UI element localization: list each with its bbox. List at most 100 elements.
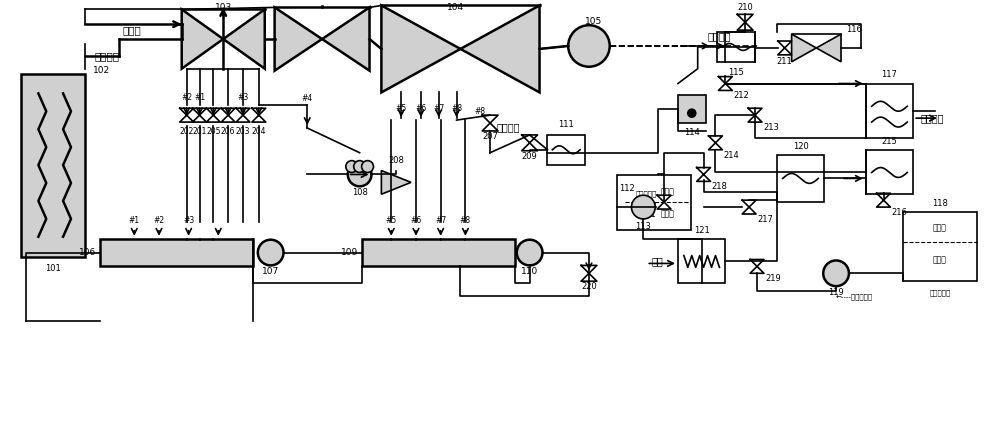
Text: #7: #7 [433,104,444,113]
Bar [678,96,706,123]
Text: 106: 106 [79,248,97,257]
Text: #8: #8 [451,104,462,113]
Text: 高温区: 高温区 [661,188,675,197]
Text: #6: #6 [415,104,427,113]
Text: 202: 202 [179,127,194,136]
Polygon shape [381,5,460,93]
Text: #8: #8 [475,107,486,116]
Text: 101: 101 [45,264,61,273]
Text: 低温区: 低温区 [933,255,947,264]
Bar [362,239,515,266]
Text: 110: 110 [521,267,538,276]
Text: 121: 121 [694,226,710,235]
Text: 114: 114 [684,128,700,137]
Polygon shape [460,5,540,93]
Bar [777,155,824,202]
Text: 118: 118 [932,199,948,208]
Text: 209: 209 [522,152,538,161]
Text: 216: 216 [891,208,907,217]
Text: #2: #2 [181,93,192,102]
Text: 213: 213 [763,123,779,132]
Bar [717,32,755,62]
Circle shape [631,195,655,219]
Text: 206: 206 [221,127,235,136]
Text: #1: #1 [129,216,140,225]
Text: 低谷期流向: 低谷期流向 [636,203,657,209]
Text: 220: 220 [581,282,597,291]
Text: 215: 215 [882,137,897,146]
Text: 111: 111 [558,120,574,129]
Circle shape [823,261,849,286]
Polygon shape [275,8,322,71]
Text: 107: 107 [262,267,279,276]
Polygon shape [381,171,411,194]
Text: 207: 207 [482,132,498,141]
Bar [547,135,585,165]
Text: 105: 105 [585,17,603,26]
Polygon shape [792,34,816,62]
Text: #2: #2 [153,216,165,225]
Text: 221: 221 [640,210,656,219]
Circle shape [568,25,610,67]
Text: 218: 218 [712,182,727,192]
Circle shape [346,161,358,173]
Bar [100,239,253,266]
Text: #6: #6 [410,216,422,225]
Circle shape [354,161,366,173]
Bar [21,74,85,256]
Text: 211: 211 [777,57,793,66]
Text: 102: 102 [93,66,110,75]
Bar [678,239,725,283]
Text: #4: #4 [302,94,313,103]
Text: 低温区: 低温区 [661,210,675,218]
Text: 热网进水: 热网进水 [496,122,520,132]
Text: 103: 103 [215,3,232,13]
Text: 108: 108 [352,188,368,197]
Bar [866,83,913,138]
Text: 112: 112 [619,184,634,193]
Text: 电能: 电能 [651,256,663,266]
Text: 212: 212 [733,91,749,101]
Text: #3: #3 [237,93,249,102]
Polygon shape [223,9,265,69]
Text: #5: #5 [386,216,397,225]
Text: 219: 219 [765,274,781,283]
Text: 113: 113 [635,222,651,231]
Polygon shape [816,34,841,62]
Text: ↓: ↓ [219,9,228,19]
Text: 120: 120 [793,142,808,151]
Text: 119: 119 [828,288,844,297]
Text: 117: 117 [882,69,897,79]
Text: #7: #7 [435,216,446,225]
Text: 205: 205 [206,127,221,136]
Text: #3: #3 [183,216,194,225]
Text: #8: #8 [460,216,471,225]
Text: 208: 208 [388,156,404,165]
Text: 高温区: 高温区 [933,224,947,232]
Text: #1: #1 [194,93,205,102]
Text: 116: 116 [846,25,862,34]
Text: ←----低谷期流向: ←----低谷期流向 [835,293,872,300]
Circle shape [348,163,371,187]
Circle shape [258,240,284,265]
Circle shape [362,161,373,173]
Text: 210: 210 [737,3,753,12]
Bar [903,212,977,281]
Text: 主蒸汽: 主蒸汽 [122,25,141,35]
Text: 高峰期流向: 高峰期流向 [636,190,657,197]
Text: 热网供水: 热网供水 [920,113,944,123]
Text: 201: 201 [192,127,207,136]
Bar [617,176,691,230]
Circle shape [688,109,696,117]
Bar [866,150,913,194]
Text: 104: 104 [447,3,464,13]
Text: 电能输出: 电能输出 [708,31,731,41]
Circle shape [517,240,543,265]
Text: 115: 115 [728,68,744,77]
Text: 204: 204 [252,127,266,136]
Text: 217: 217 [757,215,773,224]
Text: 高峰期流向: 高峰期流向 [929,289,951,296]
Text: 203: 203 [236,127,250,136]
Text: 109: 109 [341,248,359,257]
Text: 214: 214 [723,151,739,160]
